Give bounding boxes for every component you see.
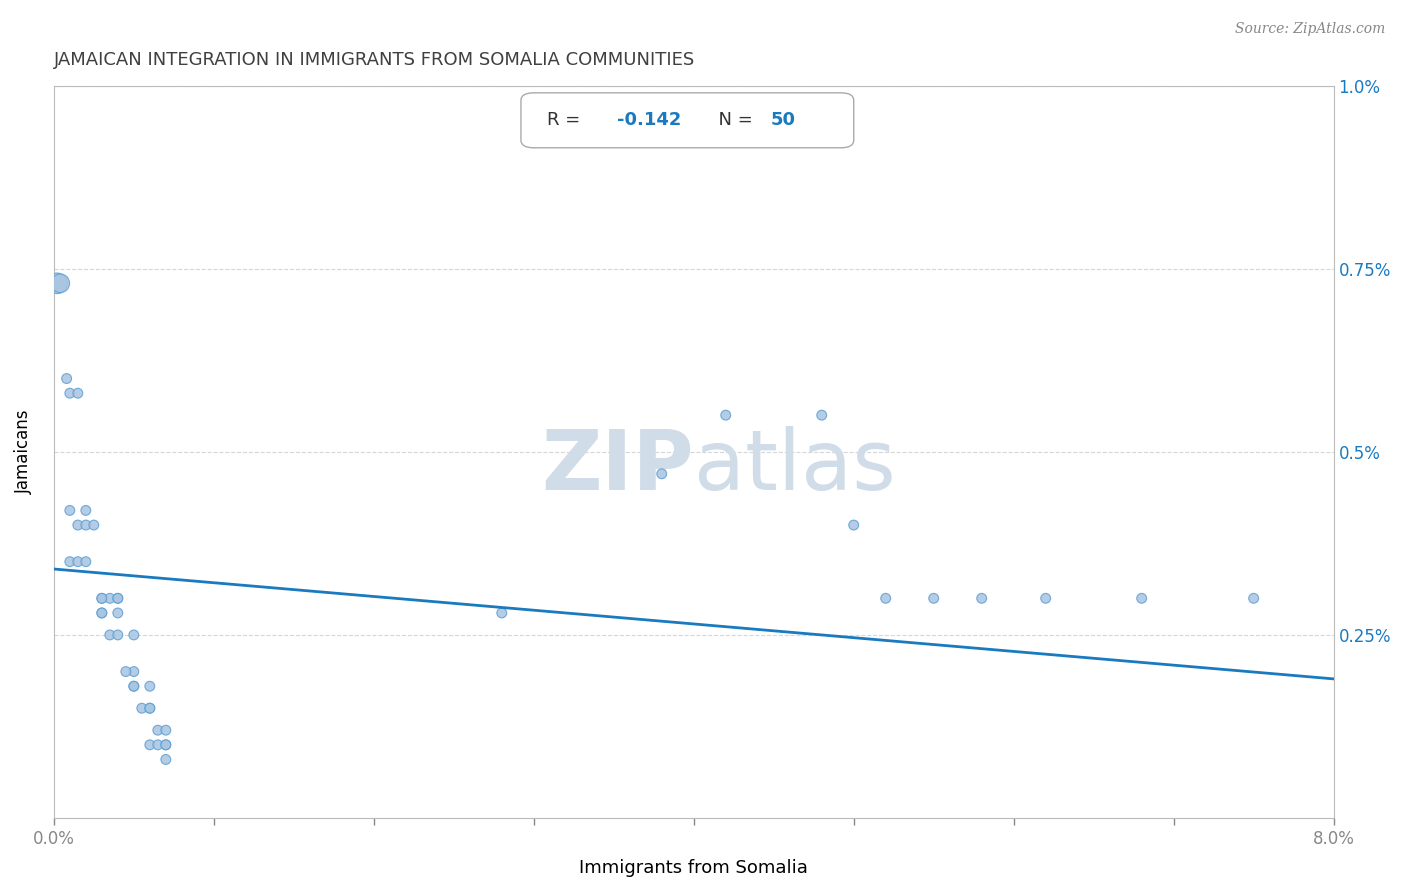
Point xyxy=(107,628,129,642)
Point xyxy=(146,738,169,752)
Point xyxy=(155,723,177,738)
Text: R =: R = xyxy=(547,112,585,129)
Text: -0.142: -0.142 xyxy=(617,112,682,129)
Point xyxy=(155,752,177,766)
Y-axis label: Jamaicans: Jamaicans xyxy=(15,409,32,494)
Point xyxy=(651,467,673,481)
Point xyxy=(922,591,945,606)
Point xyxy=(107,591,129,606)
Point xyxy=(83,518,105,533)
Point xyxy=(90,591,112,606)
X-axis label: Immigrants from Somalia: Immigrants from Somalia xyxy=(579,859,808,877)
Point xyxy=(139,738,162,752)
Text: JAMAICAN INTEGRATION IN IMMIGRANTS FROM SOMALIA COMMUNITIES: JAMAICAN INTEGRATION IN IMMIGRANTS FROM … xyxy=(53,51,695,69)
Point xyxy=(491,606,513,620)
Text: ZIP: ZIP xyxy=(541,426,693,507)
Point xyxy=(842,518,865,533)
Point xyxy=(139,679,162,693)
Point xyxy=(1035,591,1057,606)
Point xyxy=(810,408,832,422)
Point xyxy=(66,518,89,533)
Point xyxy=(139,701,162,715)
Point xyxy=(49,277,72,291)
Point xyxy=(714,408,737,422)
Text: 50: 50 xyxy=(770,112,796,129)
Point xyxy=(66,555,89,569)
Point xyxy=(59,555,82,569)
Point xyxy=(146,723,169,738)
Point xyxy=(875,591,897,606)
Text: atlas: atlas xyxy=(693,426,896,507)
Point xyxy=(107,606,129,620)
Point xyxy=(75,503,97,517)
Point xyxy=(155,738,177,752)
Text: N =: N = xyxy=(707,112,758,129)
Point xyxy=(55,371,77,385)
Point xyxy=(122,665,145,679)
Point xyxy=(66,386,89,401)
Point xyxy=(107,591,129,606)
Point xyxy=(122,679,145,693)
Point xyxy=(98,628,121,642)
Point xyxy=(75,518,97,533)
Point xyxy=(122,679,145,693)
Point xyxy=(155,738,177,752)
Point xyxy=(98,591,121,606)
Text: Source: ZipAtlas.com: Source: ZipAtlas.com xyxy=(1234,22,1385,37)
Point xyxy=(59,503,82,517)
Point xyxy=(59,386,82,401)
Point xyxy=(1243,591,1265,606)
Point xyxy=(90,606,112,620)
Point xyxy=(90,591,112,606)
Point xyxy=(75,555,97,569)
FancyBboxPatch shape xyxy=(522,93,853,148)
Point xyxy=(46,277,69,291)
Point xyxy=(90,606,112,620)
Point xyxy=(970,591,993,606)
Point xyxy=(131,701,153,715)
Point xyxy=(122,628,145,642)
Point xyxy=(1130,591,1153,606)
Point xyxy=(114,665,136,679)
Point xyxy=(139,701,162,715)
